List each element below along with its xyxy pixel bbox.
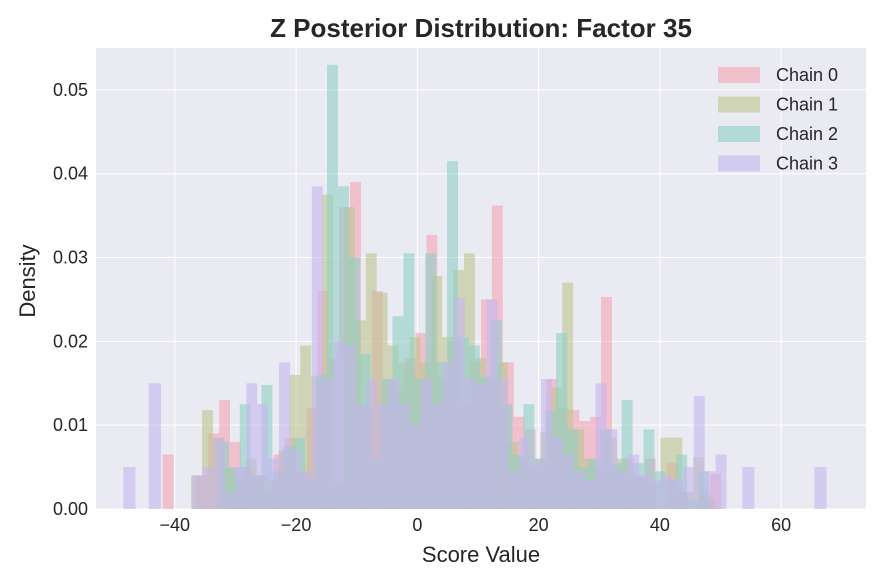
bar-chain-3-5 <box>224 492 236 509</box>
bar-chain-3-25 <box>442 362 454 509</box>
y-axis-ticks: 0.00 0.01 0.02 0.03 0.04 0.05 <box>53 80 88 519</box>
bar-chain-3-47 <box>682 467 694 509</box>
bar-chain-3-18 <box>366 379 378 509</box>
bar-chain-3-51 <box>742 467 755 509</box>
bar-chain-3-38 <box>584 479 596 509</box>
bar-chain-3-10 <box>279 362 291 509</box>
bar-chain-3-13 <box>311 186 323 510</box>
bar-chain-3-4 <box>213 437 225 509</box>
legend: Chain 0 Chain 1 Chain 2 Chain 3 <box>718 65 838 174</box>
legend-swatch-3 <box>718 155 760 172</box>
bar-chain-3-29 <box>486 299 498 509</box>
x-tick-label-4: 40 <box>650 515 670 535</box>
y-tick-label-1: 0.01 <box>53 415 88 435</box>
bar-chain-3-16 <box>344 345 356 509</box>
x-tick-label-0: −40 <box>160 515 191 535</box>
x-tick-label-1: −20 <box>281 515 312 535</box>
bar-chain-3-35 <box>551 437 563 509</box>
bar-chain-3-15 <box>333 341 345 509</box>
bar-chain-3-23 <box>420 379 432 509</box>
y-tick-label-4: 0.04 <box>53 164 88 184</box>
legend-swatch-2 <box>718 126 760 142</box>
bar-chain-3-9 <box>268 458 280 509</box>
bar-chain-3-2 <box>191 475 203 509</box>
bar-chain-3-26 <box>453 297 465 509</box>
bar-chain-3-6 <box>235 467 247 509</box>
bar-chain-0-0 <box>162 454 174 509</box>
bar-chain-2-17 <box>403 253 415 509</box>
x-tick-label-5: 60 <box>771 515 791 535</box>
bar-chain-1-10 <box>300 345 312 509</box>
bar-chain-1-1 <box>202 410 214 509</box>
bar-chain-3-27 <box>464 379 476 509</box>
bar-chain-3-24 <box>431 404 443 509</box>
bar-chain-3-45 <box>661 475 672 509</box>
bar-chain-3-42 <box>628 454 640 509</box>
bar-chain-3-44 <box>650 479 662 509</box>
bar-chain-3-12 <box>300 471 312 509</box>
x-axis-ticks: −40 −20 0 20 40 60 <box>160 515 792 535</box>
legend-item-chain-3: Chain 3 <box>718 154 838 174</box>
legend-swatch-0 <box>718 67 760 83</box>
legend-label-0: Chain 0 <box>776 65 838 85</box>
bar-chain-3-37 <box>573 471 585 509</box>
y-tick-label-2: 0.02 <box>53 331 88 351</box>
bar-chain-3-31 <box>508 471 520 509</box>
legend-item-chain-0: Chain 0 <box>718 65 838 85</box>
bar-chain-2-39 <box>643 429 655 509</box>
bar-chain-3-48 <box>693 395 705 509</box>
bar-chain-3-41 <box>617 471 629 509</box>
bar-chain-3-11 <box>290 450 301 509</box>
bar-chain-3-40 <box>606 429 618 509</box>
bar-chain-3-49 <box>704 471 716 509</box>
bar-chain-2-21 <box>447 161 458 509</box>
bar-chain-3-20 <box>388 379 400 509</box>
legend-label-3: Chain 3 <box>776 154 838 174</box>
bar-chain-2-10 <box>327 64 338 509</box>
legend-item-chain-1: Chain 1 <box>718 95 838 115</box>
bar-chain-3-7 <box>246 383 258 509</box>
bar-chain-3-28 <box>475 383 487 509</box>
bar-chain-3-50 <box>715 454 727 509</box>
y-tick-label-3: 0.03 <box>53 248 88 268</box>
legend-label-1: Chain 1 <box>776 95 838 115</box>
bar-chain-3-14 <box>322 379 334 509</box>
bar-chain-2-37 <box>621 400 633 509</box>
chart-title: Z Posterior Distribution: Factor 35 <box>270 13 692 43</box>
bar-chain-3-22 <box>410 425 421 509</box>
bar-chain-3-3 <box>202 467 214 509</box>
bar-chain-3-8 <box>257 404 269 509</box>
legend-item-chain-2: Chain 2 <box>718 124 838 144</box>
legend-label-2: Chain 2 <box>776 124 838 144</box>
bar-chain-3-34 <box>541 379 552 509</box>
bar-chain-3-39 <box>595 383 607 509</box>
bar-chain-1-34 <box>562 282 574 509</box>
bar-chain-3-19 <box>377 404 389 509</box>
bars <box>123 64 827 510</box>
bar-chain-3-36 <box>562 454 574 509</box>
bar-chain-3-32 <box>519 437 531 509</box>
bar-chain-3-1 <box>148 383 161 509</box>
x-axis-label: Score Value <box>422 542 540 567</box>
bar-chain-3-17 <box>355 404 367 509</box>
bar-chain-3-33 <box>530 462 542 509</box>
bar-chain-3-43 <box>639 475 651 509</box>
bar-chain-2-31 <box>556 332 568 509</box>
series-chain-3 <box>123 186 827 510</box>
x-tick-label-2: 0 <box>412 515 422 535</box>
y-tick-label-5: 0.05 <box>53 80 88 100</box>
bar-chain-2-2 <box>239 404 251 509</box>
bar-chain-3-30 <box>497 379 509 509</box>
bar-chain-3-52 <box>814 467 827 509</box>
legend-swatch-1 <box>718 96 760 113</box>
bar-chain-3-0 <box>123 467 136 509</box>
bar-chain-2-1 <box>228 467 240 509</box>
y-tick-label-0: 0.00 <box>53 499 88 519</box>
bar-chain-1-43 <box>660 437 672 509</box>
bar-chain-3-46 <box>671 479 683 509</box>
y-axis-label: Density <box>15 244 40 317</box>
bar-chain-3-21 <box>399 404 411 509</box>
x-tick-label-3: 20 <box>529 515 549 535</box>
